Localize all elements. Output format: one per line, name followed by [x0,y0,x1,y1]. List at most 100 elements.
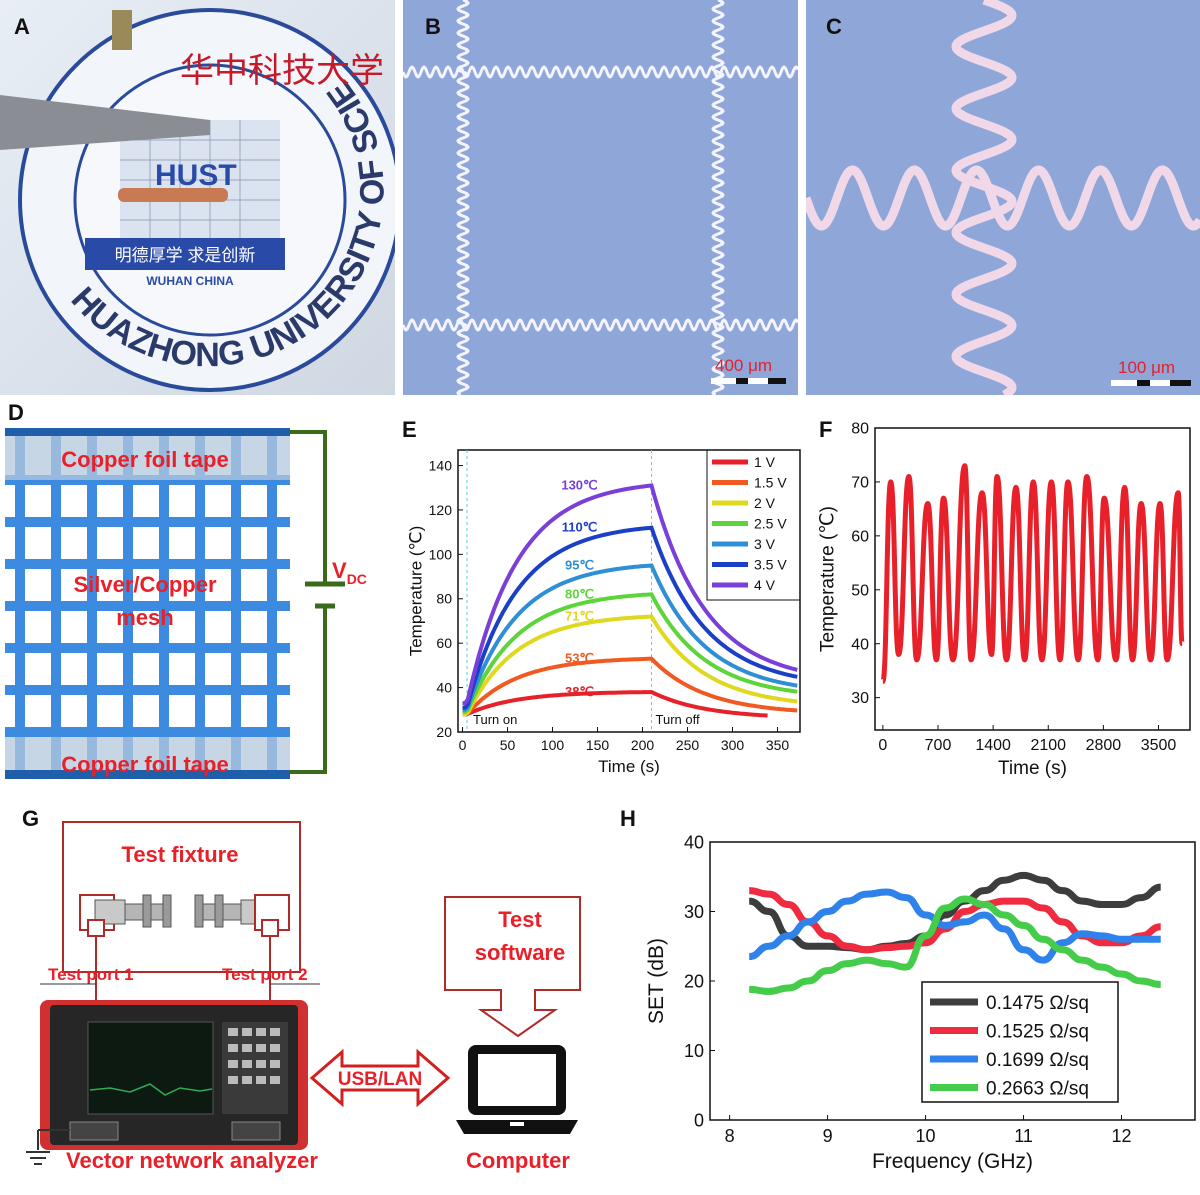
x-tick-label: 3500 [1141,737,1177,754]
serpentine-vertical [711,0,725,397]
top-copper-tape [5,428,290,480]
y-tick-label: 40 [851,636,869,653]
mesh-label-line1: Silver/Copper [73,572,216,597]
x-tick-label: 0 [459,737,467,753]
x-tick-label: 350 [766,737,790,753]
panel-label-a: A [14,14,30,39]
x-tick-label: 9 [823,1126,833,1146]
mesh-horizontal-line [5,643,290,653]
x-tick-label: 150 [586,737,610,753]
legend-entry: 3 V [754,536,776,552]
mesh-horizontal-line [5,727,290,737]
legend-box [921,981,1119,1103]
legend-entry: 2 V [754,495,776,511]
y-tick-label: 50 [851,582,869,599]
heating-curves-chart: 0 50 100 150 200 250 300 350 20 40 60 80 100 120 140 Ti… [407,449,801,776]
x-tick-label: 1400 [975,737,1011,754]
software-label-line2: software [475,940,565,965]
software-label-line1: Test [498,907,542,932]
scale-bar-label-b: 400 μm [715,356,773,375]
motto-text: 明德厚学 求是创新 [115,246,256,265]
panel-label-g: G [22,806,40,831]
peak-temperature-label: 110℃ [562,520,598,535]
cycling-temperature-line [880,463,1185,684]
hust-emblem-text: HUST [155,159,237,192]
x-tick-label: 12 [1111,1126,1131,1146]
tweezers [0,95,210,150]
peak-temperature-label: 80℃ [565,586,594,601]
bottom-tape-label: Copper foil tape [61,752,228,777]
panel-g-setup: Test fixture Test port 1 Test [0,800,600,1190]
mesh-horizontal-line [5,685,290,695]
series-line-2.5V [462,592,798,714]
mesh-horizontal-line [5,559,290,569]
legend-entry: 0.1699 Ω/sq [986,1050,1089,1071]
x-axis-label: Time (s) [998,758,1067,779]
panel-c-micrograph: C 100 μm [801,0,1200,399]
vdc-label: VDC [332,558,367,587]
cycling-chart: 0 700 1400 2100 2800 3500 30 40 50 60 70 80 Time (s)… [817,421,1191,779]
top-tape-label: Copper foil tape [61,447,228,472]
test-fixture-label: Test fixture [122,842,239,867]
y-tick-label: 60 [851,528,869,545]
y-tick-label: 70 [851,475,869,492]
peak-temperature-label: 38℃ [565,684,594,699]
mesh-horizontal-line [5,601,290,611]
x-tick-label: 250 [676,737,700,753]
panel-label-e: E [402,417,417,442]
x-tick-label: 50 [500,737,516,753]
panel-b-micrograph: B 400 μm [401,0,800,397]
panel-h-chart: 8 9 10 11 12 0 10 20 30 40 Frequency (GHz) SET (dB)… [600,800,1200,1190]
test-fixture-box [62,821,301,973]
y-tick-label: 30 [851,690,869,707]
y-tick-label: 10 [684,1041,704,1061]
peak-temperature-label: 95℃ [565,557,594,572]
panel-label-c: C [826,14,842,39]
x-tick-label: 11 [1014,1126,1033,1146]
test-port1-label: Test port 1 [48,965,134,984]
x-tick-label: 200 [631,737,655,753]
scale-bar-label-c: 100 μm [1118,358,1176,377]
x-tick-label: 0 [878,737,887,754]
legend-entry: 4 V [754,577,776,593]
y-tick-label: 20 [684,971,704,991]
peak-temperature-label: 53℃ [565,651,594,666]
x-tick-label: 2100 [1030,737,1066,754]
series-line-3V [462,563,798,712]
x-tick-label: 2800 [1086,737,1122,754]
turn-off-annotation: Turn off [656,712,700,727]
mesh-horizontal-line [5,517,290,527]
fixture-right [194,894,290,937]
panel-f-chart: 0 700 1400 2100 2800 3500 30 40 50 60 70 80 Time (s)… [805,400,1200,790]
panel-e-chart: 0 50 100 150 200 250 300 350 20 40 60 80 100 120 140 Ti… [400,400,805,790]
legend-entry: 0.2663 Ω/sq [986,1079,1089,1100]
serpentine-horizontal [401,318,800,332]
x-tick-label: 300 [721,737,745,753]
x-tick-label: 8 [725,1126,735,1146]
x-tick-label: 100 [541,737,565,753]
y-tick-label: 60 [436,635,452,651]
legend-entry: 1.5 V [754,475,787,491]
motto-banner [85,238,285,270]
plot-frame [457,449,801,733]
turn-on-annotation: Turn on [473,712,517,727]
y-tick-label: 80 [851,421,869,438]
y-tick-label: 120 [429,502,453,518]
y-axis-label: Temperature (℃) [817,506,838,652]
serpentine-vertical [456,0,470,397]
y-tick-label: 40 [436,679,452,695]
y-tick-label: 20 [436,724,452,740]
y-axis-label: Temperature (℃) [407,526,426,657]
peak-temperature-label: 71℃ [565,609,594,624]
y-axis-label: SET (dB) [645,938,668,1024]
y-tick-label: 140 [429,457,453,473]
analyzer-screen [87,1021,214,1115]
series-line-1V [462,689,768,718]
test-software-callout [444,896,581,1038]
panel-label-h: H [620,806,636,831]
usb-lan-arrow [309,1048,451,1108]
serpentine-horizontal [401,65,800,79]
y-tick-label: 100 [429,546,453,562]
shielding-chart: 8 9 10 11 12 0 10 20 30 40 Frequency (GHz) SET (dB)… [645,832,1196,1173]
x-axis-label: Time (s) [598,757,660,776]
